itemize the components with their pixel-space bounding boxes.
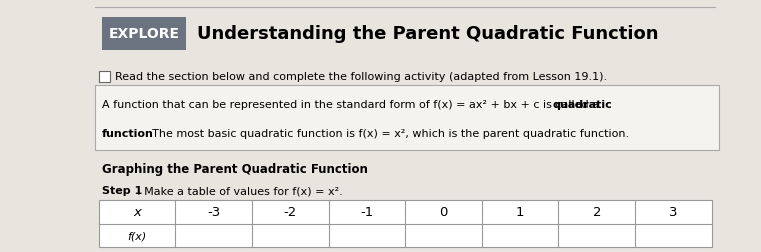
Text: 0: 0 — [439, 206, 447, 218]
Text: Understanding the Parent Quadratic Function: Understanding the Parent Quadratic Funct… — [197, 25, 658, 43]
Text: Step 1: Step 1 — [102, 185, 142, 195]
Text: f(x): f(x) — [127, 230, 147, 240]
Text: x: x — [133, 206, 141, 218]
Text: . The most basic quadratic function is f(x) = x², which is the parent quadratic : . The most basic quadratic function is f… — [145, 129, 629, 139]
Text: EXPLORE: EXPLORE — [109, 27, 180, 41]
Text: 1: 1 — [516, 206, 524, 218]
Text: -2: -2 — [284, 206, 297, 218]
FancyBboxPatch shape — [102, 18, 186, 50]
Text: -3: -3 — [207, 206, 220, 218]
Text: Graphing the Parent Quadratic Function: Graphing the Parent Quadratic Function — [102, 162, 368, 175]
Text: 2: 2 — [593, 206, 601, 218]
Text: quadratic: quadratic — [552, 100, 613, 110]
FancyBboxPatch shape — [95, 86, 719, 150]
FancyBboxPatch shape — [99, 200, 712, 247]
Text: function: function — [102, 129, 154, 139]
Text: 3: 3 — [669, 206, 678, 218]
Text: A function that can be represented in the standard form of f(x) = ax² + bx + c i: A function that can be represented in th… — [102, 100, 603, 110]
Text: : Make a table of values for f(x) = x².: : Make a table of values for f(x) = x². — [137, 185, 343, 195]
Text: Read the section below and complete the following activity (adapted from Lesson : Read the section below and complete the … — [115, 72, 607, 82]
FancyBboxPatch shape — [99, 72, 110, 83]
Text: -1: -1 — [360, 206, 374, 218]
